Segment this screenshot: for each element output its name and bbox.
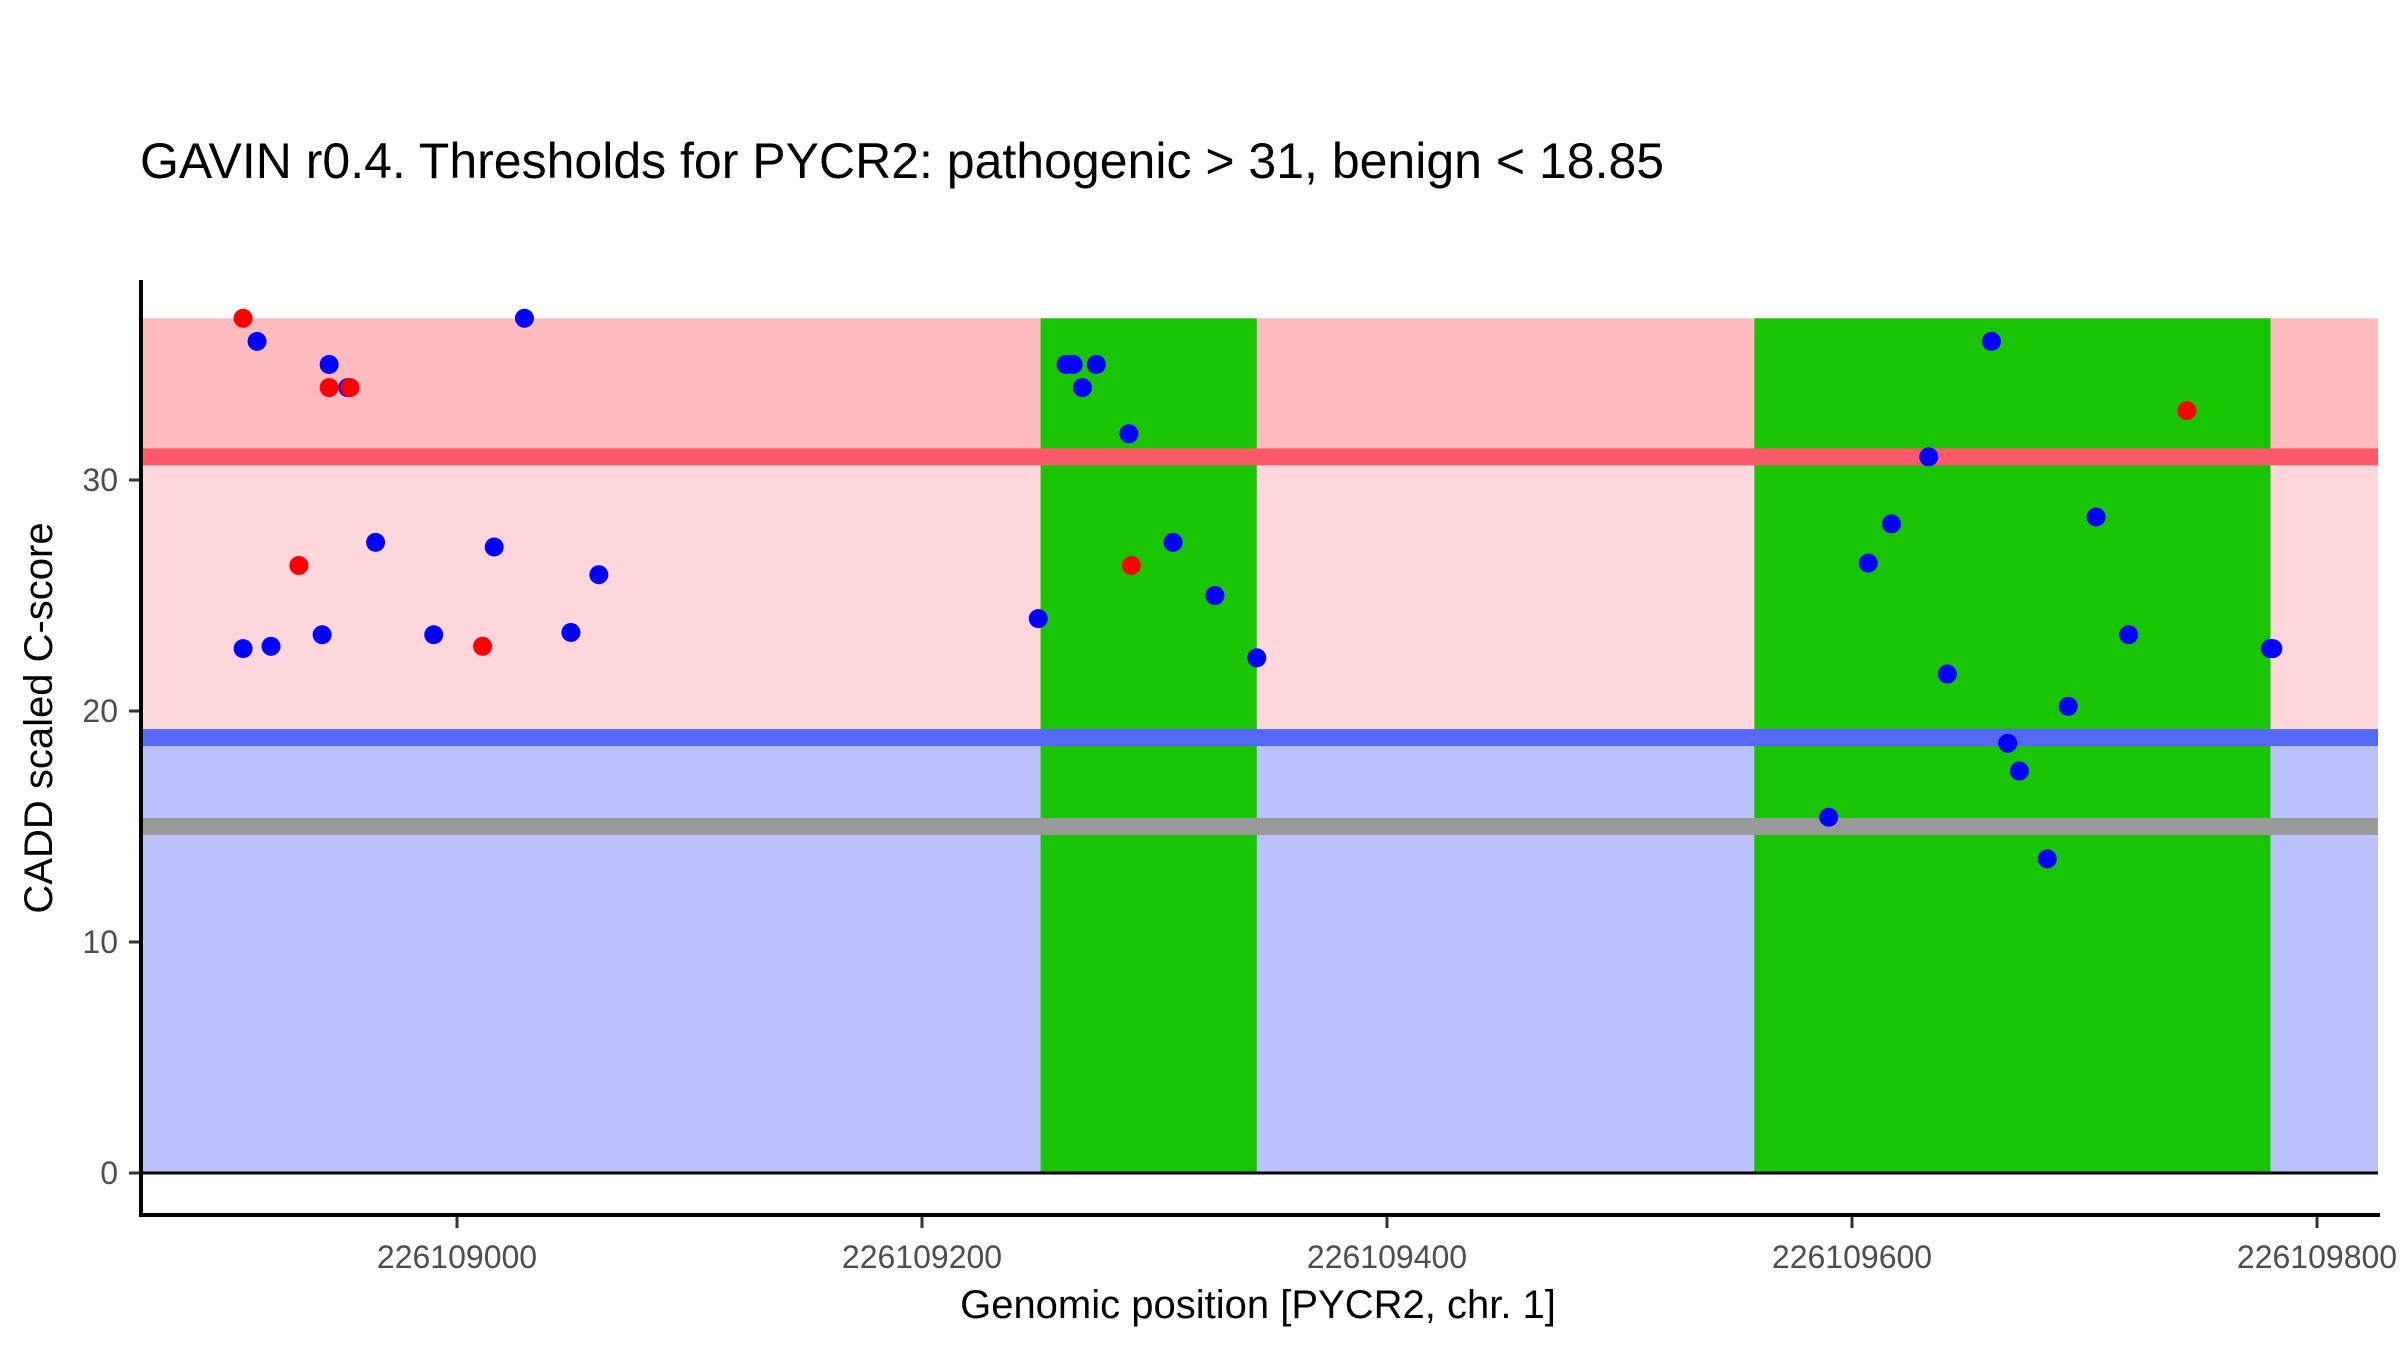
y-tick-label: 20 (82, 693, 118, 729)
gnomad-point (1982, 331, 2001, 351)
y-ticks: 0 10 20 30 (82, 462, 139, 1191)
title-line-1: GAVIN r0.4. Thresholds for PYCR2: pathog… (140, 133, 1665, 189)
gnomad-point (1119, 424, 1139, 444)
x-tick-label: 226109400 (1307, 1239, 1467, 1275)
axes (139, 280, 2380, 1217)
gnomad-point (1063, 355, 1083, 374)
gnomad-point (1882, 514, 1902, 534)
gnomad-point (1858, 553, 1878, 573)
gnomad-point (247, 331, 267, 351)
gnomad-point (2009, 761, 2029, 781)
gnomad-point (514, 308, 534, 328)
gnomad-point (1998, 733, 2018, 753)
pathogenic-threshold-line (143, 448, 2378, 466)
threshold-lines (141, 448, 2378, 1175)
y-tick-label: 10 (82, 924, 118, 960)
clinvar-point (2177, 401, 2197, 421)
clinvar-point (340, 378, 360, 398)
x-ticks: 226109000 226109200 226109400 226109600 2261… (377, 1217, 2397, 1275)
x-tick-label: 226109600 (1772, 1239, 1932, 1275)
gnomad-point (1819, 807, 1839, 827)
clinvar-point (1121, 555, 1141, 575)
x-tick-label: 226109200 (842, 1239, 1002, 1275)
gnomad-point (424, 625, 444, 645)
gnomad-point (1205, 586, 1225, 605)
gnomad-point (1028, 609, 1048, 629)
gnomad-point (484, 537, 504, 557)
x-axis-title: Genomic position [PYCR2, chr. 1] (960, 1283, 1556, 1327)
gnomad-point (233, 639, 253, 659)
clinvar-point (319, 378, 339, 398)
gnomad-point (319, 355, 339, 374)
gnomad-point (1163, 532, 1183, 552)
gnomad-point (1086, 355, 1106, 374)
gnomad-point (2058, 696, 2078, 716)
gnomad-point (1247, 648, 1267, 668)
gnomad-point (2086, 507, 2106, 527)
y-tick-label: 0 (100, 1155, 118, 1191)
x-tick-label: 226109800 (2237, 1239, 2397, 1275)
gnomad-point (366, 532, 386, 552)
y-tick-label: 30 (82, 462, 118, 498)
gnomad-point (1919, 447, 1939, 467)
gnomad-point (312, 625, 332, 645)
x-tick-label: 226109000 (377, 1239, 537, 1275)
clinvar-point (289, 555, 309, 575)
clinvar-point (233, 308, 253, 328)
fallback-threshold-line (143, 818, 2378, 835)
clinvar-point (473, 636, 493, 656)
gnomad-point (2263, 639, 2283, 659)
gnomad-point (1937, 664, 1957, 684)
data-points (233, 308, 2283, 869)
gnomad-point (2119, 625, 2139, 645)
gnomad-point (589, 565, 609, 585)
gnomad-point (261, 636, 281, 656)
gnomad-point (561, 622, 581, 642)
benign-threshold-line (143, 729, 2378, 747)
gnomad-point (2037, 849, 2057, 869)
gnomad-point (1072, 378, 1092, 398)
y-axis-title: CADD scaled C-score (17, 522, 61, 913)
